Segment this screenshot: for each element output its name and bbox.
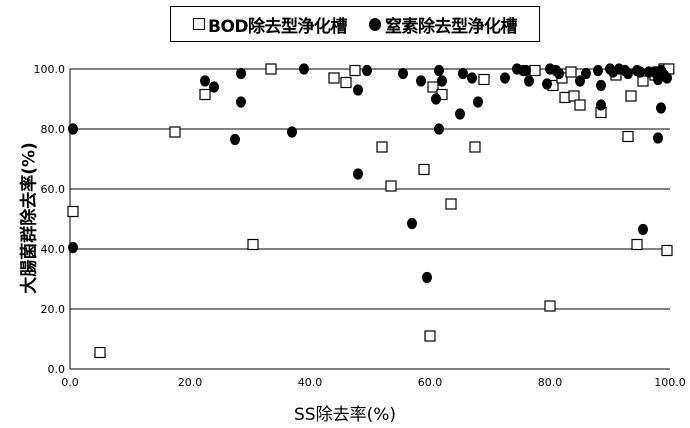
data-point-nitrogen-16: [431, 93, 441, 105]
data-point-bod-7: [340, 76, 352, 89]
data-point-bod-16: [469, 141, 481, 153]
data-point-nitrogen-28: [524, 75, 534, 87]
x-tick-label-0: 0.0: [61, 376, 79, 389]
data-point-nitrogen-21: [458, 67, 468, 80]
data-point-bod-12: [424, 330, 436, 342]
data-point-nitrogen-4: [230, 133, 240, 146]
data-point-bod-24: [568, 90, 580, 102]
data-point-nitrogen-6: [236, 96, 246, 108]
legend-label-bod: BOD除去型浄化槽: [207, 16, 348, 37]
data-point-bod-5: [265, 63, 277, 75]
data-point-bod-15: [445, 198, 457, 210]
data-point-nitrogen-13: [407, 217, 417, 230]
data-point-bod-10: [385, 180, 397, 192]
data-point-bod-13: [427, 81, 439, 93]
x-axis-label: SS除去率(%): [294, 405, 396, 425]
data-point-nitrogen-27: [521, 64, 531, 77]
data-point-bod-35: [661, 244, 673, 257]
data-point-nitrogen-50: [656, 102, 666, 114]
x-tick-label-5: 100.0: [654, 376, 686, 389]
data-point-bod-25: [574, 99, 586, 111]
data-points: [67, 63, 675, 359]
y-tick-label-5: 100.0: [34, 63, 66, 76]
gridlines: [70, 68, 670, 370]
data-point-bod-3: [199, 88, 211, 101]
data-point-nitrogen-17: [434, 64, 444, 77]
data-point-bod-23: [565, 66, 577, 78]
data-point-bod-6: [328, 72, 340, 84]
data-point-nitrogen-8: [299, 63, 309, 75]
legend-label-nitrogen: 窒素除去型浄化槽: [385, 16, 518, 37]
data-point-nitrogen-20: [455, 108, 465, 120]
data-point-bod-28: [622, 130, 634, 143]
data-point-nitrogen-29: [542, 78, 552, 90]
data-point-nitrogen-19: [437, 75, 447, 87]
series-1: [68, 63, 672, 284]
data-point-nitrogen-44: [635, 66, 645, 78]
data-point-nitrogen-37: [596, 79, 606, 92]
y-tick-label-3: 60.0: [41, 183, 66, 196]
data-point-bod-0: [67, 205, 79, 218]
y-tick-label-4: 80.0: [41, 123, 66, 136]
data-point-nitrogen-7: [287, 126, 297, 138]
data-point-bod-19: [544, 300, 556, 312]
y-tick-label-2: 40.0: [41, 243, 66, 256]
filled-circle-marker-icon: [369, 17, 382, 31]
data-point-bod-4: [247, 238, 259, 251]
x-tick-label-1: 20.0: [178, 376, 203, 389]
tick-labels: 0.0 20.0 40.0 60.0 80.0 100.0 0.0 20.0 40.0 60.0 8…: [34, 63, 686, 389]
data-point-bod-2: [169, 126, 181, 138]
data-point-nitrogen-10: [353, 84, 363, 96]
data-point-bod-9: [376, 141, 388, 153]
data-point-nitrogen-11: [362, 64, 372, 77]
data-point-nitrogen-0: [68, 123, 78, 135]
data-point-nitrogen-35: [593, 64, 603, 77]
data-point-nitrogen-3: [209, 81, 219, 93]
y-tick-label-1: 20.0: [41, 303, 66, 316]
data-point-nitrogen-48: [653, 132, 663, 144]
data-point-nitrogen-1: [68, 241, 78, 254]
data-point-nitrogen-24: [500, 72, 510, 84]
series-0: [67, 63, 675, 359]
x-tick-label-4: 80.0: [538, 376, 563, 389]
data-point-bod-11: [418, 163, 430, 176]
data-point-nitrogen-5: [236, 67, 246, 80]
data-point-bod-17: [478, 73, 490, 86]
data-point-nitrogen-53: [662, 72, 672, 84]
data-point-nitrogen-14: [416, 75, 426, 87]
data-point-bod-18: [529, 64, 541, 77]
legend-item-nitrogen: 窒素除去型浄化槽: [369, 12, 518, 37]
x-tick-label-3: 60.0: [418, 376, 443, 389]
data-point-bod-1: [94, 346, 106, 359]
data-point-nitrogen-33: [575, 75, 585, 87]
data-point-nitrogen-42: [623, 67, 633, 80]
data-point-nitrogen-23: [473, 96, 483, 108]
data-point-nitrogen-32: [554, 67, 564, 80]
y-tick-label-0: 0.0: [48, 363, 66, 376]
y-axis-label: 大腸菌群除去率(%): [19, 142, 40, 294]
data-point-nitrogen-34: [581, 67, 591, 80]
legend-item-bod: BOD除去型浄化槽: [192, 12, 348, 37]
x-tick-label-2: 40.0: [298, 376, 323, 389]
data-point-nitrogen-22: [467, 72, 477, 84]
data-point-nitrogen-45: [638, 223, 648, 236]
data-point-bod-29: [625, 90, 637, 102]
data-point-nitrogen-2: [200, 75, 210, 87]
data-point-bod-30: [631, 238, 643, 251]
data-point-nitrogen-12: [398, 67, 408, 80]
data-point-nitrogen-9: [353, 168, 363, 180]
data-point-nitrogen-36: [596, 99, 606, 111]
open-square-marker-icon: [192, 18, 205, 30]
data-point-nitrogen-18: [434, 123, 444, 135]
data-point-bod-8: [349, 64, 361, 77]
legend: BOD除去型浄化槽 窒素除去型浄化槽: [170, 6, 540, 42]
data-point-nitrogen-15: [422, 271, 432, 284]
axes: [69, 69, 670, 370]
